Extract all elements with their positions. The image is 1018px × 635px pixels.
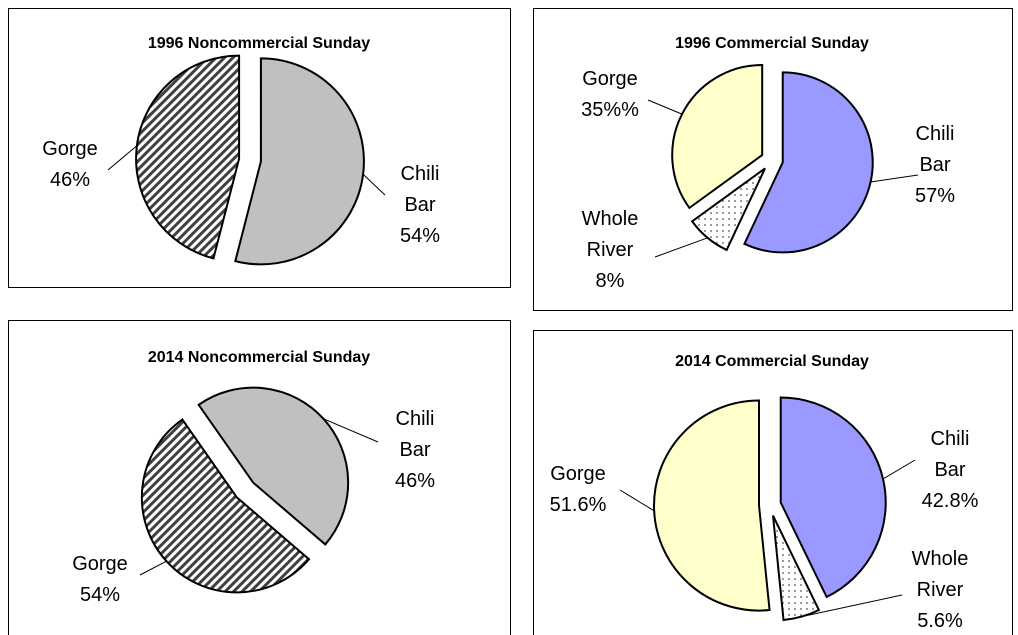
slice-label: Gorge 54% (40, 549, 160, 611)
pie-slice (743, 71, 874, 254)
pie-slice (234, 57, 365, 266)
leader-line (647, 99, 683, 115)
leader-line (801, 594, 903, 618)
pie-slice (140, 418, 311, 594)
value-label: 42.8% (921, 489, 979, 512)
slice-label: Chili Bar 57% (875, 119, 995, 212)
slice-label: Gorge 35%% (550, 64, 670, 126)
category-label: Gorge (582, 68, 638, 90)
slice-label: Gorge 51.6% (518, 459, 638, 521)
value-label: 5.6% (917, 609, 963, 632)
value-label: 54% (399, 224, 441, 247)
category-label: Gorge (550, 463, 606, 485)
leader-line (654, 237, 708, 258)
leader-line (870, 174, 919, 183)
chart-frame (533, 8, 1013, 311)
pie-slice (772, 515, 821, 622)
pie-slice (653, 399, 771, 612)
chart-title: 1996 Commercial Sunday (675, 35, 869, 52)
value-label: 35%% (581, 99, 639, 121)
value-label: 51.6% (549, 494, 607, 516)
slice-label: Whole River 5.6% (880, 544, 1000, 635)
value-label: 46% (49, 169, 91, 191)
leader-line (619, 489, 655, 512)
value-label: 57% (914, 184, 956, 207)
leader-line (107, 145, 138, 171)
chart-frame (533, 330, 1013, 635)
leader-line (362, 173, 386, 196)
chart-title: 1996 Noncommercial Sunday (148, 35, 370, 52)
slice-label: Chili Bar 46% (355, 404, 475, 497)
value-label: 54% (79, 584, 121, 606)
chart-title: 2014 Noncommercial Sunday (148, 349, 370, 366)
slice-label: Gorge 46% (10, 134, 130, 196)
category-label: Whole River (911, 547, 969, 601)
category-label: Chili Bar (915, 122, 955, 176)
pie-slice (135, 54, 241, 260)
category-label: Chili Bar (400, 162, 440, 216)
slice-label: Chili Bar 54% (360, 159, 480, 252)
slice-label: Chili Bar 42.8% (890, 424, 1010, 517)
leader-line (323, 418, 379, 443)
chart-title: 2014 Commercial Sunday (675, 353, 869, 370)
category-label: Whole River (581, 207, 639, 261)
category-label: Chili Bar (930, 427, 970, 481)
category-label: Gorge (72, 553, 128, 575)
value-label: 46% (394, 469, 436, 492)
category-label: Chili Bar (395, 407, 435, 461)
category-label: Gorge (42, 138, 98, 160)
pie-slice (690, 167, 766, 252)
value-label: 8% (595, 269, 625, 292)
chart-frame (8, 8, 511, 288)
slice-label: Whole River 8% (550, 204, 670, 297)
leader-line (139, 560, 167, 576)
leader-line (882, 459, 916, 480)
chart-frame (8, 320, 511, 635)
